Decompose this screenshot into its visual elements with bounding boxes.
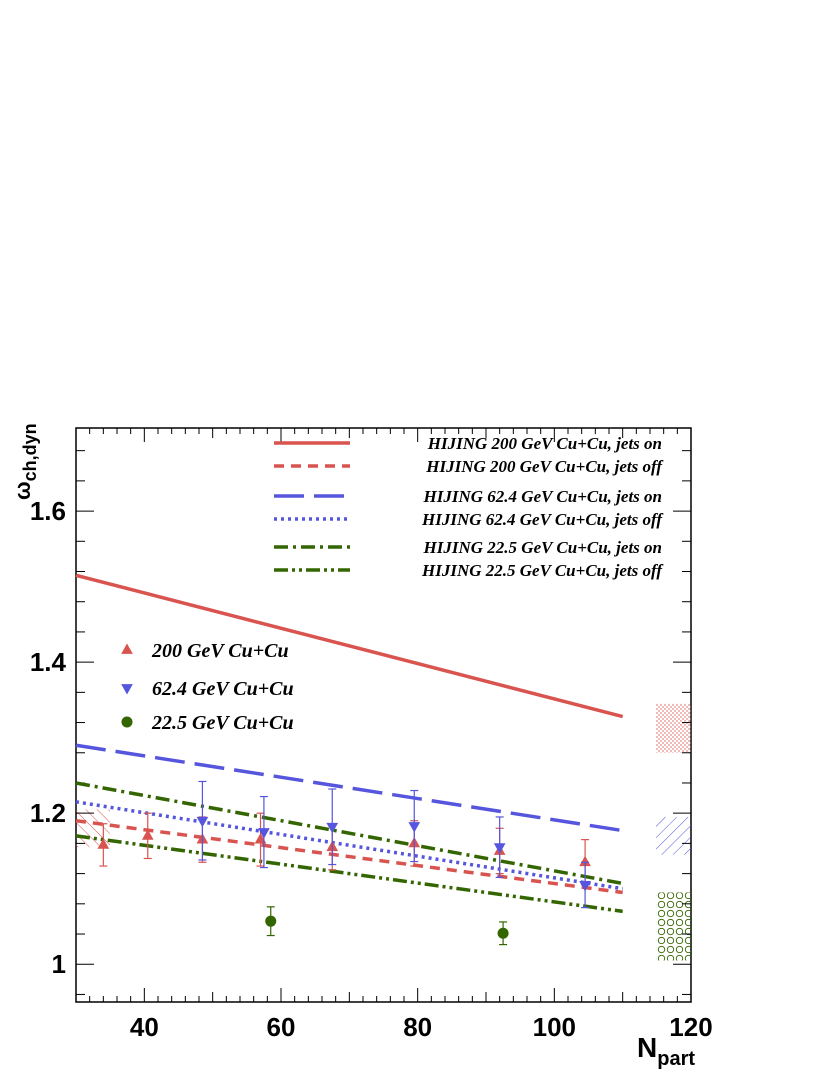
legend: HIJING 200 GeV Cu+Cu, jets on HIJING 200 …: [121, 434, 664, 734]
x-tick-label: 120: [669, 1012, 712, 1042]
model-line: [75, 743, 623, 833]
systematic-band: [656, 703, 691, 753]
x-tick-label: 40: [130, 1012, 159, 1042]
y-tick-label: 1: [52, 949, 66, 979]
axis-ticks: 40 60 80 100 120 1 1.2 1.4 1.6: [30, 428, 713, 1042]
legend-line-label: HIJING 200 GeV Cu+Cu, jets on: [427, 434, 662, 453]
data-point: [121, 716, 133, 728]
data-points: [97, 780, 591, 946]
y-tick-label: 1.2: [30, 798, 66, 828]
data-point: [121, 684, 133, 695]
x-tick-label: 100: [533, 1012, 576, 1042]
x-tick-label: 60: [267, 1012, 296, 1042]
data-point: [121, 643, 133, 654]
legend-series-label: 22.5 GeV Cu+Cu: [151, 712, 294, 734]
x-axis-label-sub: part: [657, 1048, 695, 1070]
data-point: [97, 838, 110, 849]
y-axis-title: ωch,dyn: [10, 423, 40, 500]
data-point: [326, 822, 339, 834]
legend-line-label: HIJING 62.4 GeV Cu+Cu, jets on: [423, 487, 662, 506]
data-point: [265, 915, 277, 927]
data-point: [408, 822, 421, 833]
legend-series-label: 200 GeV Cu+Cu: [151, 640, 289, 662]
x-axis-label: N: [637, 1032, 657, 1063]
model-lines: [75, 573, 624, 914]
legend-line-label: HIJING 62.4 GeV Cu+Cu, jets off: [421, 510, 664, 529]
y-tick-label: 1.4: [30, 647, 67, 677]
data-point: [493, 843, 506, 854]
y-axis-label: ω: [10, 481, 35, 500]
model-line: [75, 781, 623, 886]
model-line: [75, 819, 623, 895]
legend-line-label: HIJING 200 GeV Cu+Cu, jets off: [425, 457, 664, 476]
model-line: [75, 573, 624, 719]
data-point: [196, 816, 209, 828]
legend-series-label: 62.4 GeV Cu+Cu: [152, 678, 294, 700]
systematic-bands: [76, 703, 691, 961]
data-point: [141, 829, 154, 840]
x-tick-label: 80: [403, 1012, 432, 1042]
data-point: [579, 855, 591, 867]
data-point: [258, 828, 270, 839]
y-axis-label-sub: ch,dyn: [20, 423, 40, 481]
x-axis-title: Npart: [637, 1032, 695, 1070]
legend-line-label: HIJING 22.5 GeV Cu+Cu, jets off: [421, 561, 664, 580]
legend-line-label: HIJING 22.5 GeV Cu+Cu, jets on: [423, 538, 662, 557]
model-line: [75, 834, 623, 914]
systematic-band: [656, 816, 691, 855]
model-line: [75, 800, 623, 891]
systematic-band: [656, 892, 691, 961]
data-point: [497, 927, 509, 939]
y-tick-label: 1.6: [30, 496, 66, 526]
data-point: [579, 881, 591, 892]
